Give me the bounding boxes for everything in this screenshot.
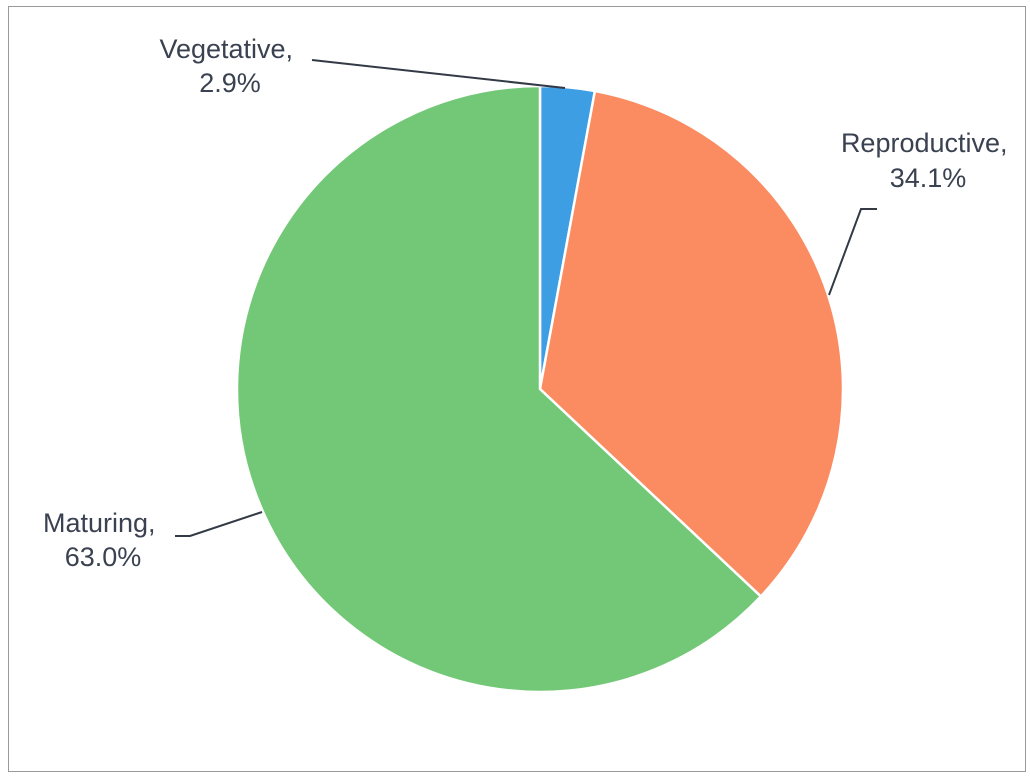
leader-lines: [175, 59, 877, 537]
leader-line-reproductive: [828, 208, 877, 296]
leader-line-vegetative: [311, 59, 566, 89]
data-label-maturing-name: Maturing,: [43, 508, 156, 538]
data-label-reproductive-name: Reproductive,: [841, 128, 1008, 158]
pie-slice-reproductive: [538, 89, 845, 599]
data-label-reproductive-value: 34.1%: [890, 163, 967, 193]
data-label-vegetative: Vegetative, 2.9%: [159, 34, 300, 98]
data-label-vegetative-name: Vegetative,: [159, 34, 293, 64]
data-labels: Vegetative, 2.9% Reproductive, 34.1% Mat…: [43, 34, 1015, 572]
data-label-maturing-value: 63.0%: [65, 542, 142, 572]
pie-slices: [235, 84, 845, 694]
data-label-vegetative-value: 2.9%: [199, 68, 261, 98]
data-label-reproductive: Reproductive, 34.1%: [841, 128, 1015, 193]
data-label-maturing: Maturing, 63.0%: [43, 508, 163, 572]
leader-line-maturing: [175, 511, 263, 537]
pie-slice-maturing: [235, 84, 763, 694]
